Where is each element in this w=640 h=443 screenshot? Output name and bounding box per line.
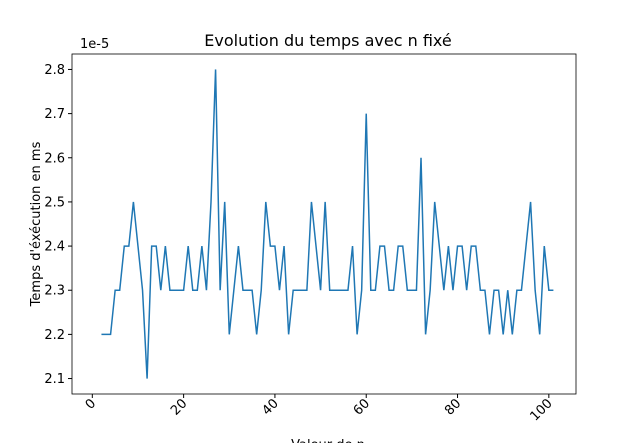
plot-frame	[71, 53, 577, 395]
y-tick-label: 2.7	[44, 107, 65, 122]
x-axis-label: Valeur de n	[291, 438, 365, 443]
y-tick-label: 2.4	[44, 240, 65, 255]
chart-title: Evolution du temps avec n fixé	[204, 31, 451, 50]
y-tick-label: 2.6	[44, 151, 65, 166]
y-axis-label: Temps d'éxécution en ms	[29, 141, 44, 307]
line	[101, 69, 554, 379]
x-tick-label: 60	[351, 396, 373, 418]
y-tick-label: 2.5	[44, 195, 65, 210]
x-tick-label: 0	[83, 396, 99, 412]
y-offset: 1e-5	[80, 37, 109, 52]
x-tick-label: 100	[528, 396, 556, 424]
y-tick-label: 2.1	[44, 372, 65, 387]
x-tick-label: 40	[259, 396, 281, 418]
y-tick-label: 2.2	[44, 328, 65, 343]
x-tick-label: 80	[442, 396, 464, 418]
y-tick-label: 2.3	[44, 284, 65, 299]
y-tick-label: 2.8	[44, 63, 65, 78]
x-tick-label: 20	[168, 396, 190, 418]
